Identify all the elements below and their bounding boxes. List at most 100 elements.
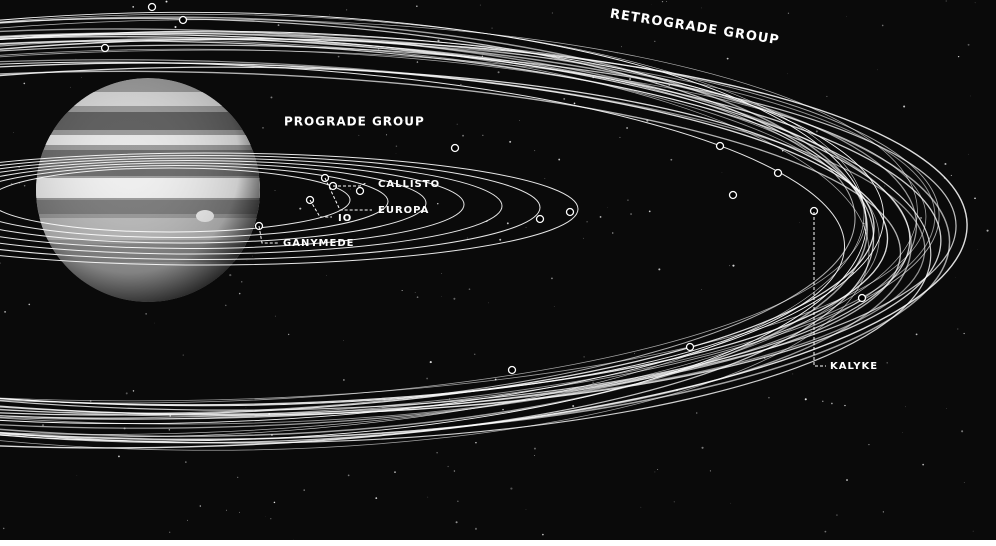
star bbox=[126, 392, 128, 394]
star bbox=[617, 53, 618, 54]
star bbox=[844, 405, 845, 406]
star bbox=[145, 313, 146, 314]
star bbox=[492, 28, 493, 29]
star bbox=[507, 222, 509, 224]
star bbox=[607, 207, 608, 208]
star bbox=[166, 1, 168, 3]
star bbox=[793, 374, 794, 375]
star bbox=[343, 379, 344, 380]
star bbox=[480, 5, 481, 6]
moon-marker bbox=[149, 4, 156, 11]
star bbox=[348, 474, 350, 476]
star bbox=[630, 213, 632, 215]
star bbox=[822, 401, 823, 402]
star bbox=[666, 1, 667, 2]
star bbox=[574, 103, 576, 105]
star bbox=[499, 239, 501, 241]
moon-label: KALYKE bbox=[830, 361, 878, 372]
star bbox=[920, 217, 922, 219]
star bbox=[710, 470, 711, 471]
star bbox=[905, 406, 906, 407]
star bbox=[262, 127, 264, 129]
star bbox=[732, 265, 734, 267]
star bbox=[916, 333, 918, 335]
star bbox=[278, 24, 280, 26]
star bbox=[402, 290, 403, 291]
star bbox=[902, 432, 903, 433]
star bbox=[239, 512, 240, 513]
moon-marker bbox=[687, 344, 694, 351]
star bbox=[303, 489, 304, 490]
star bbox=[563, 98, 565, 100]
star bbox=[975, 2, 976, 3]
star bbox=[169, 532, 170, 533]
star bbox=[270, 96, 272, 98]
star bbox=[457, 500, 459, 502]
star bbox=[583, 238, 584, 239]
star bbox=[649, 210, 651, 212]
star bbox=[526, 227, 527, 228]
star bbox=[23, 83, 25, 85]
star bbox=[229, 274, 231, 276]
star bbox=[28, 304, 30, 306]
star bbox=[787, 73, 788, 74]
star bbox=[118, 455, 120, 457]
star bbox=[70, 87, 71, 88]
star bbox=[968, 44, 970, 46]
star bbox=[3, 528, 5, 530]
star bbox=[973, 531, 974, 532]
star bbox=[968, 154, 969, 155]
star bbox=[488, 303, 489, 304]
star bbox=[226, 510, 227, 511]
star bbox=[727, 58, 729, 60]
star bbox=[77, 476, 78, 477]
moon-label: EUROPA bbox=[378, 205, 429, 216]
star bbox=[816, 130, 818, 132]
star bbox=[883, 511, 884, 512]
star bbox=[436, 452, 437, 453]
star bbox=[554, 306, 555, 307]
star bbox=[457, 124, 458, 125]
moon-label: GANYMEDE bbox=[283, 238, 354, 249]
star bbox=[453, 298, 455, 300]
star bbox=[877, 69, 878, 70]
star bbox=[629, 78, 631, 80]
star bbox=[394, 471, 396, 473]
scene: RETROGRADE GROUP PROGRADE GROUP CALLISTO… bbox=[0, 0, 996, 546]
star bbox=[441, 273, 442, 274]
star bbox=[641, 507, 642, 508]
star bbox=[456, 521, 458, 523]
star bbox=[542, 534, 544, 536]
star bbox=[346, 9, 347, 10]
star bbox=[799, 222, 800, 223]
star bbox=[252, 256, 253, 257]
star bbox=[474, 354, 475, 355]
star bbox=[417, 296, 419, 298]
moon-marker bbox=[859, 295, 866, 302]
star bbox=[288, 334, 289, 335]
star bbox=[187, 520, 188, 521]
moon-label: CALLISTO bbox=[378, 179, 440, 190]
star bbox=[583, 356, 584, 357]
star bbox=[154, 323, 155, 324]
star bbox=[903, 105, 905, 107]
star bbox=[701, 8, 702, 9]
moon-marker bbox=[567, 209, 574, 216]
moon-marker bbox=[717, 143, 724, 150]
star bbox=[662, 1, 663, 2]
star bbox=[475, 442, 476, 443]
moon-marker bbox=[452, 145, 459, 152]
star bbox=[375, 497, 377, 499]
star bbox=[964, 482, 965, 483]
star bbox=[558, 159, 560, 161]
star bbox=[612, 232, 613, 233]
moon-marker bbox=[180, 17, 187, 24]
star bbox=[987, 230, 989, 232]
star bbox=[970, 96, 971, 97]
star bbox=[621, 46, 622, 47]
star bbox=[696, 412, 697, 413]
star bbox=[957, 328, 958, 329]
star bbox=[225, 305, 226, 306]
star bbox=[270, 518, 271, 519]
star bbox=[946, 408, 947, 409]
